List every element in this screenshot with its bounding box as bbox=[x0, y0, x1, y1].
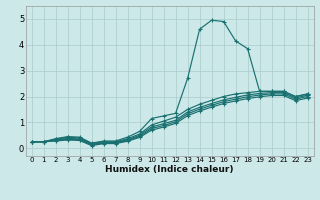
X-axis label: Humidex (Indice chaleur): Humidex (Indice chaleur) bbox=[105, 165, 234, 174]
